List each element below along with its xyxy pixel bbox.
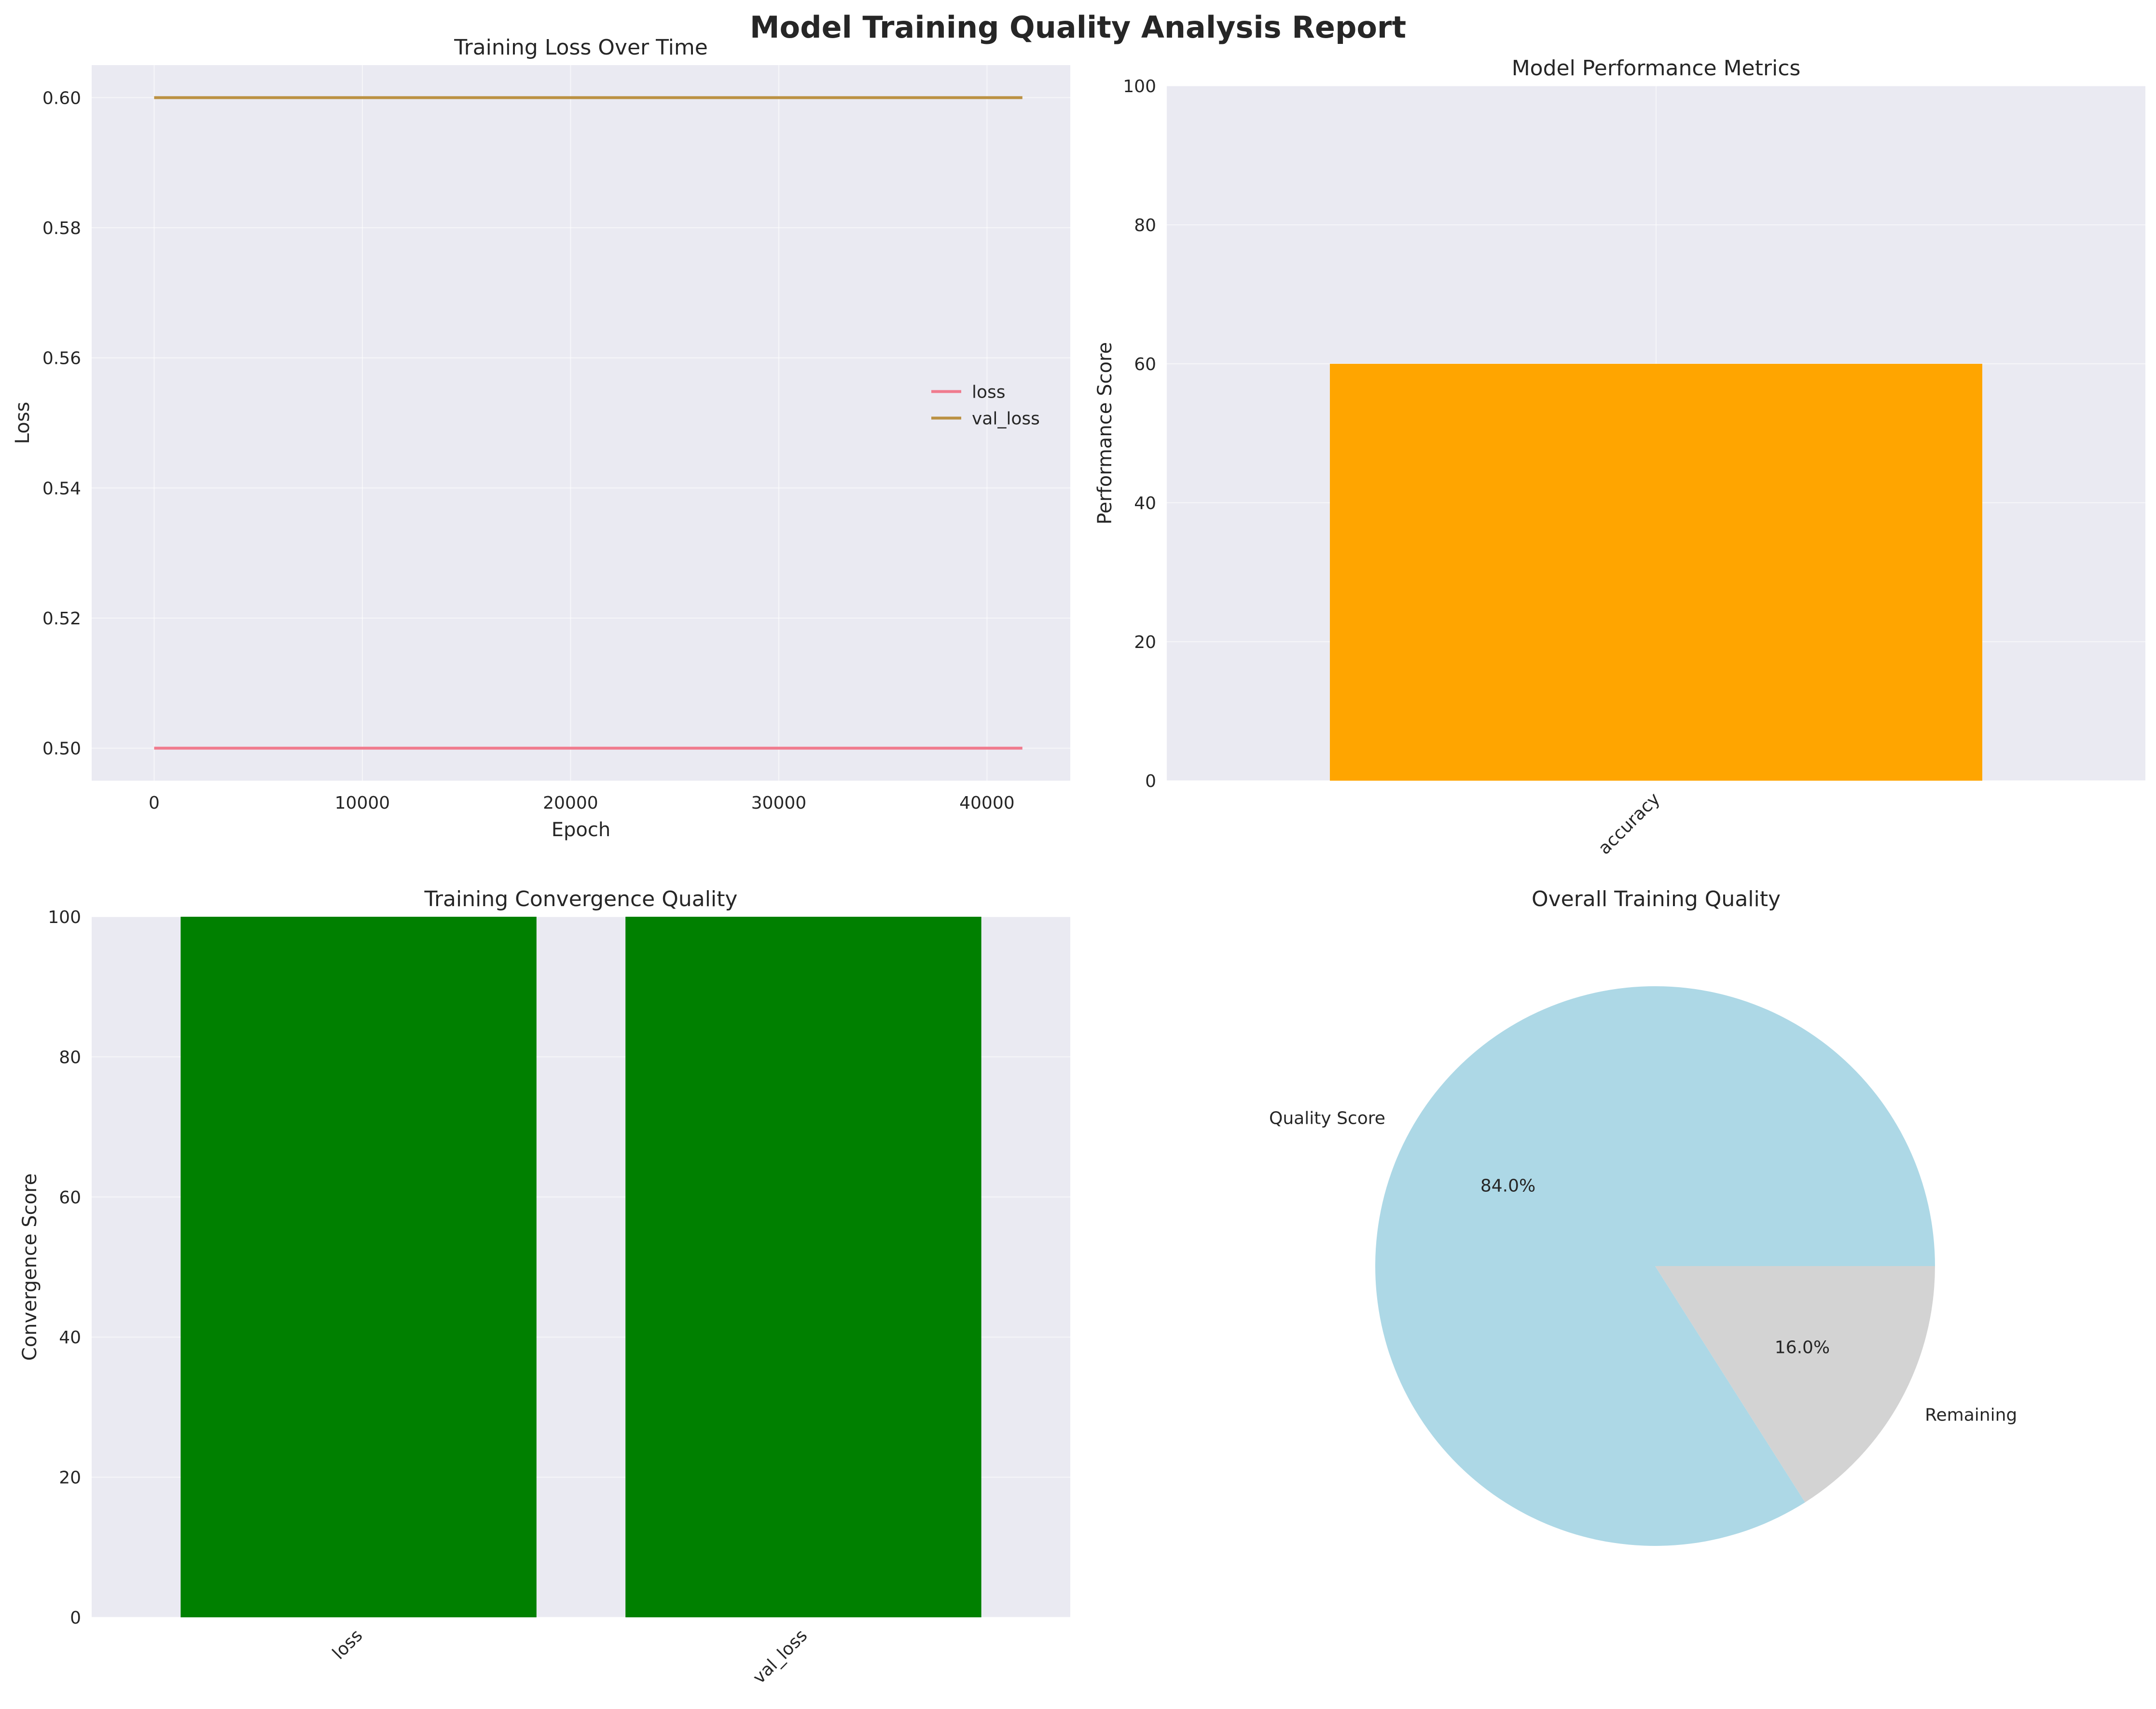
x-tick-label: 20000: [543, 793, 598, 813]
pie-percent-label: 84.0%: [1480, 1176, 1535, 1196]
plot-area: [92, 65, 1070, 781]
y-tick-label: 100: [1123, 77, 1156, 96]
x-tick-label: 30000: [751, 793, 807, 813]
y-tick-label: 0.50: [42, 739, 81, 759]
y-axis-label: Convergence Score: [19, 1173, 41, 1361]
x-tick-label: 40000: [959, 793, 1015, 813]
y-tick-label: 40: [59, 1328, 81, 1348]
y-axis-label: Loss: [12, 402, 34, 444]
legend-label: val_loss: [972, 409, 1040, 429]
y-tick-label: 60: [59, 1188, 81, 1208]
pie-label: Remaining: [1925, 1405, 2017, 1425]
pie-label: Quality Score: [1269, 1109, 1385, 1129]
x-tick-label: loss: [329, 1626, 366, 1663]
y-tick-label: 80: [59, 1047, 81, 1067]
y-tick-label: 0.54: [42, 479, 81, 498]
bar-accuracy: [1330, 364, 1982, 781]
bar-loss: [180, 917, 537, 1617]
pie-percent-label: 16.0%: [1775, 1338, 1830, 1358]
bar-val_loss: [625, 917, 981, 1617]
performance-bar-chart: 0 20 40 60 80 100 accuracy Performance Score Mod…: [1094, 56, 2145, 858]
chart-title: Overall Training Quality: [1532, 887, 1781, 911]
loss-line-chart: 0 10000 20000 30000 40000 0.50 0.52 0.54 0.56 0.5…: [12, 35, 1070, 841]
y-tick-label: 0.58: [42, 219, 81, 238]
x-tick-label: val_loss: [749, 1626, 812, 1688]
convergence-bar-chart: 0 20 40 60 80 100 loss val_loss Convergence Scor…: [19, 887, 1070, 1688]
legend-label: loss: [972, 383, 1006, 402]
x-tick-label: accuracy: [1595, 789, 1664, 858]
y-tick-label: 0.56: [42, 349, 81, 369]
y-tick-label: 0.60: [42, 88, 81, 108]
y-tick-label: 60: [1134, 355, 1156, 374]
y-tick-label: 20: [1134, 633, 1156, 652]
y-tick-label: 40: [1134, 494, 1156, 513]
figure-title: Model Training Quality Analysis Report: [750, 10, 1406, 45]
y-tick-label: 20: [59, 1468, 81, 1488]
chart-title: Training Convergence Quality: [424, 887, 738, 911]
x-axis-label: Epoch: [552, 819, 610, 841]
y-tick-label: 80: [1134, 216, 1156, 235]
y-tick-label: 0.52: [42, 609, 81, 629]
quality-pie-chart: Overall Training Quality Quality Score 84.…: [1269, 887, 2017, 1546]
chart-title: Training Loss Over Time: [454, 35, 708, 60]
y-tick-label: 100: [48, 908, 81, 927]
x-tick-label: 0: [149, 793, 160, 813]
chart-title: Model Performance Metrics: [1512, 56, 1801, 81]
y-tick-label: 0: [70, 1608, 81, 1628]
x-tick-label: 10000: [335, 793, 390, 813]
pie-slice-1: [1655, 1266, 1935, 1502]
y-axis-label: Performance Score: [1094, 342, 1116, 524]
y-tick-label: 0: [1145, 772, 1156, 791]
